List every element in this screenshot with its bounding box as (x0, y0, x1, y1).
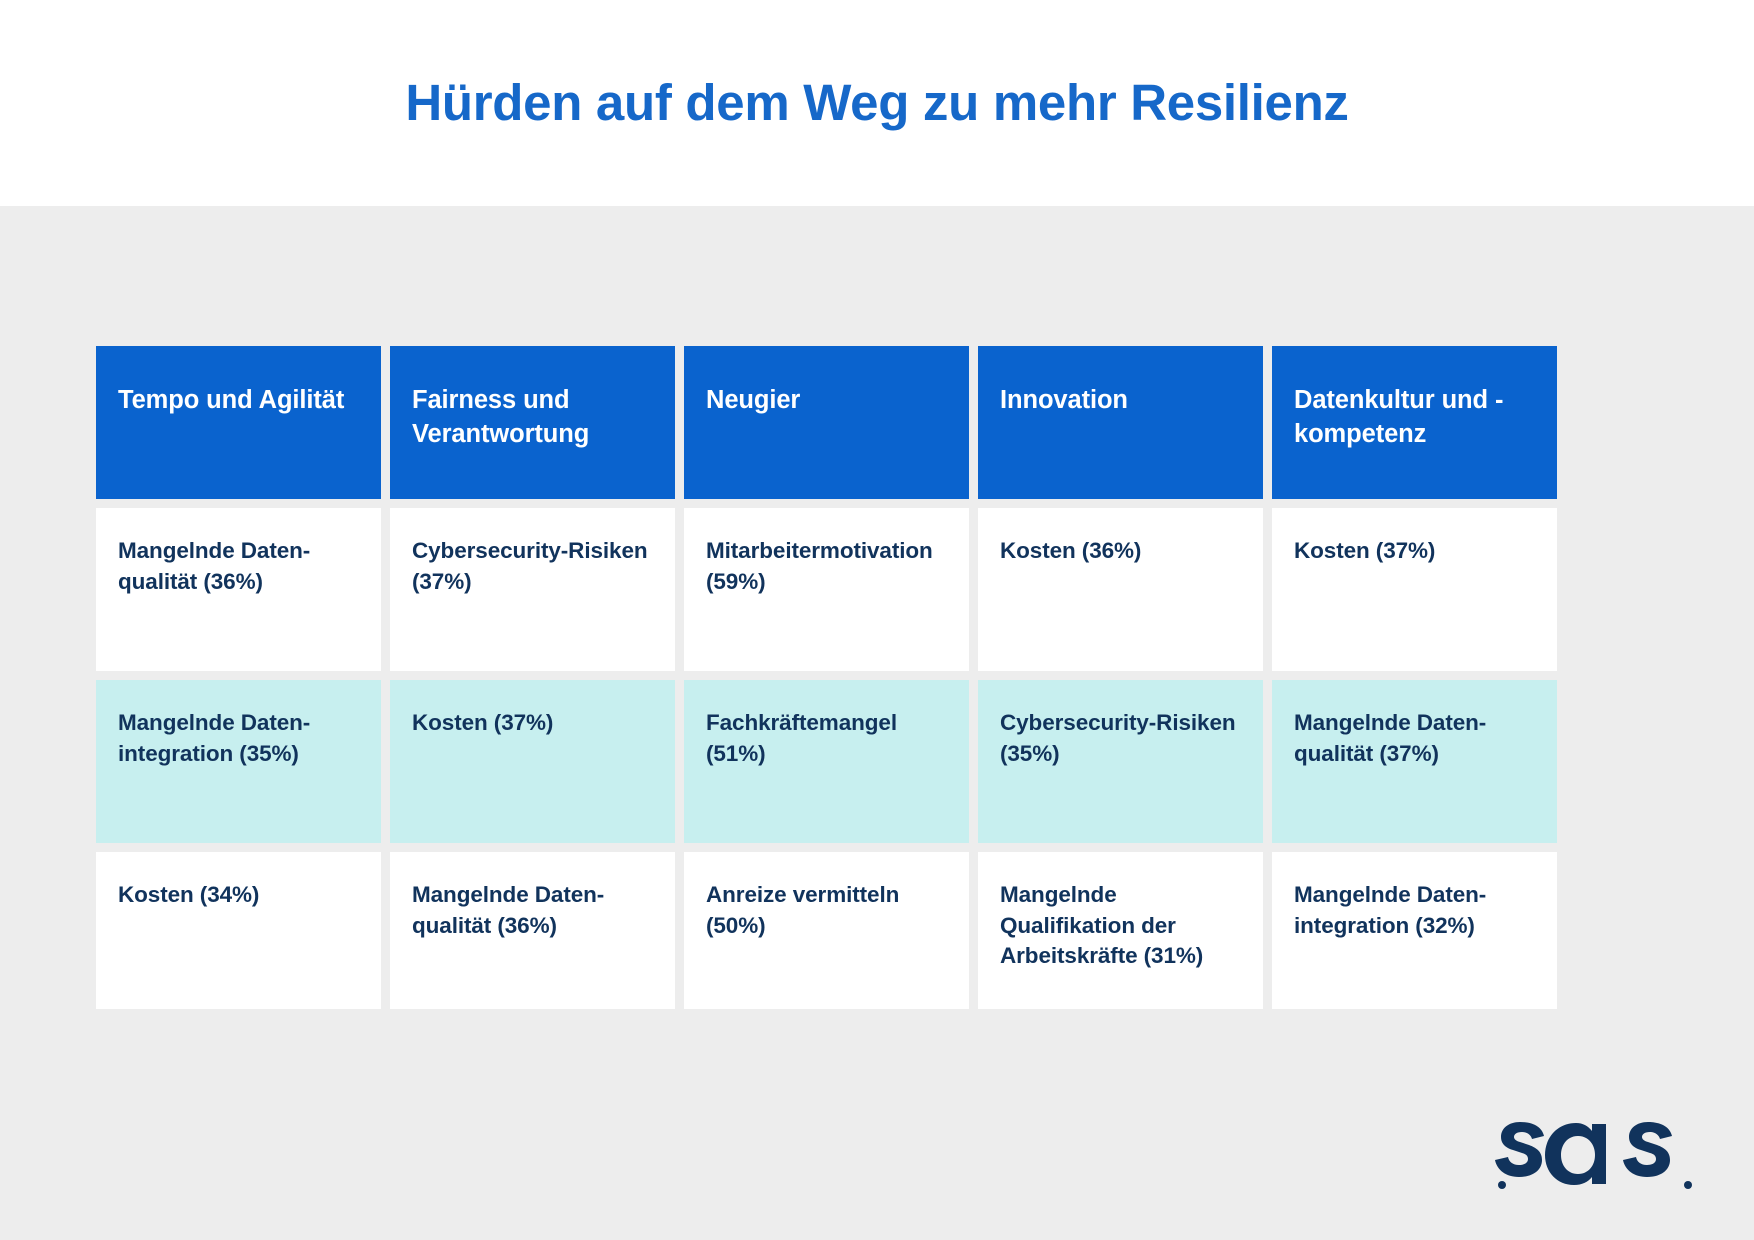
column-header: Datenkultur und -kompetenz (1272, 346, 1557, 499)
table-cell: Kosten (36%) (978, 508, 1263, 671)
table-cell: Kosten (37%) (390, 680, 675, 843)
column-header: Innovation (978, 346, 1263, 499)
column-header: Fairness und Verantwortung (390, 346, 675, 499)
table-cell: Mitarbeitermotivation (59%) (684, 508, 969, 671)
table-column-neugier: Neugier Mitarbeitermotivation (59%) Fach… (684, 346, 969, 1009)
column-header: Neugier (684, 346, 969, 499)
table-cell: Mangelnde Daten-qualität (37%) (1272, 680, 1557, 843)
table-cell: Mangelnde Daten-integration (35%) (96, 680, 381, 843)
table-column-innovation: Innovation Kosten (36%) Cybersecurity-Ri… (978, 346, 1263, 1009)
table-cell: Mangelnde Daten-qualität (36%) (96, 508, 381, 671)
sas-logo (1495, 1122, 1692, 1189)
table-column-tempo-und-agilitaet: Tempo und Agilität Mangelnde Daten-quali… (96, 346, 381, 1009)
table-cell: Kosten (34%) (96, 852, 381, 1009)
table-cell: Cybersecurity-Risiken (35%) (978, 680, 1263, 843)
table-cell: Cybersecurity-Risiken (37%) (390, 508, 675, 671)
table-cell: Mangelnde Daten-qualität (36%) (390, 852, 675, 1009)
table-cell: Fachkräftemangel (51%) (684, 680, 969, 843)
table-cell: Kosten (37%) (1272, 508, 1557, 671)
table-cell: Anreize vermitteln (50%) (684, 852, 969, 1009)
page-title: Hürden auf dem Weg zu mehr Resilienz (405, 73, 1349, 131)
table-cell: Mangelnde Qualifikation der Arbeitskräft… (978, 852, 1263, 1009)
table-column-datenkultur-und-kompetenz: Datenkultur und -kompetenz Kosten (37%) … (1272, 346, 1557, 1009)
content-area: Tempo und Agilität Mangelnde Daten-quali… (0, 206, 1754, 1240)
hurdles-table: Tempo und Agilität Mangelnde Daten-quali… (96, 346, 1557, 1009)
title-band: Hürden auf dem Weg zu mehr Resilienz (0, 0, 1754, 206)
table-column-fairness-und-verantwortung: Fairness und Verantwortung Cybersecurity… (390, 346, 675, 1009)
column-header: Tempo und Agilität (96, 346, 381, 499)
table-cell: Mangelnde Daten-integration (32%) (1272, 852, 1557, 1009)
